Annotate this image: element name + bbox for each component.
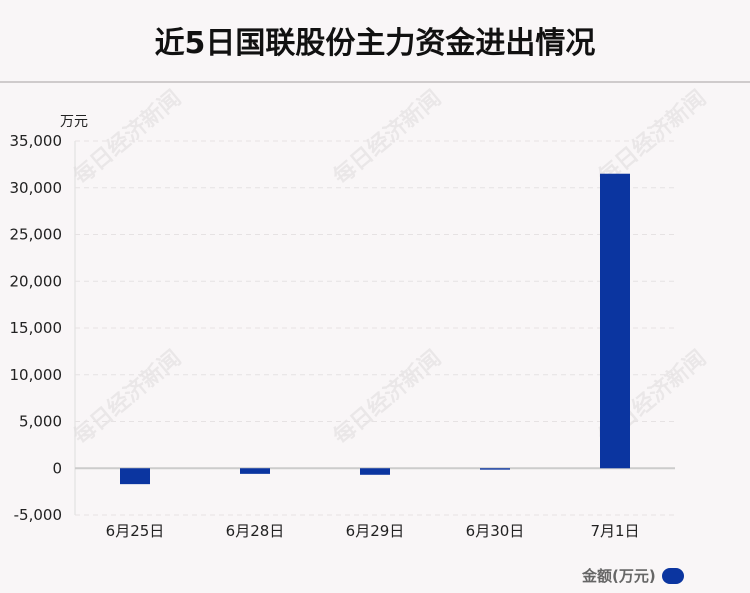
y-tick-label: 15,000 (10, 319, 63, 337)
y-tick-label: 30,000 (10, 179, 63, 197)
y-tick-label: 10,000 (10, 366, 63, 384)
legend: 金额(万元) (582, 565, 684, 586)
y-tick-label: -5,000 (14, 506, 62, 524)
x-tick-label: 6月28日 (226, 522, 285, 540)
bar (240, 468, 270, 474)
bar (600, 173, 630, 469)
y-tick-label: 5,000 (19, 413, 62, 431)
y-tick-label: 25,000 (10, 226, 63, 244)
legend-label: 金额(万元) (582, 567, 656, 585)
divider (0, 81, 750, 83)
y-axis-unit: 万元 (60, 114, 88, 130)
bar (480, 468, 510, 470)
x-tick-label: 6月30日 (466, 522, 525, 540)
chart-title: 近5日国联股份主力资金进出情况 (154, 26, 596, 61)
y-tick-label: 20,000 (10, 272, 63, 290)
y-tick-label: 35,000 (10, 132, 63, 150)
y-tick-label: 0 (52, 459, 62, 477)
bar (120, 468, 150, 485)
legend-swatch (661, 567, 684, 584)
x-tick-label: 6月29日 (346, 522, 405, 540)
x-tick-label: 6月25日 (106, 522, 165, 540)
x-tick-label: 7月1日 (590, 522, 639, 540)
bar (360, 468, 390, 475)
